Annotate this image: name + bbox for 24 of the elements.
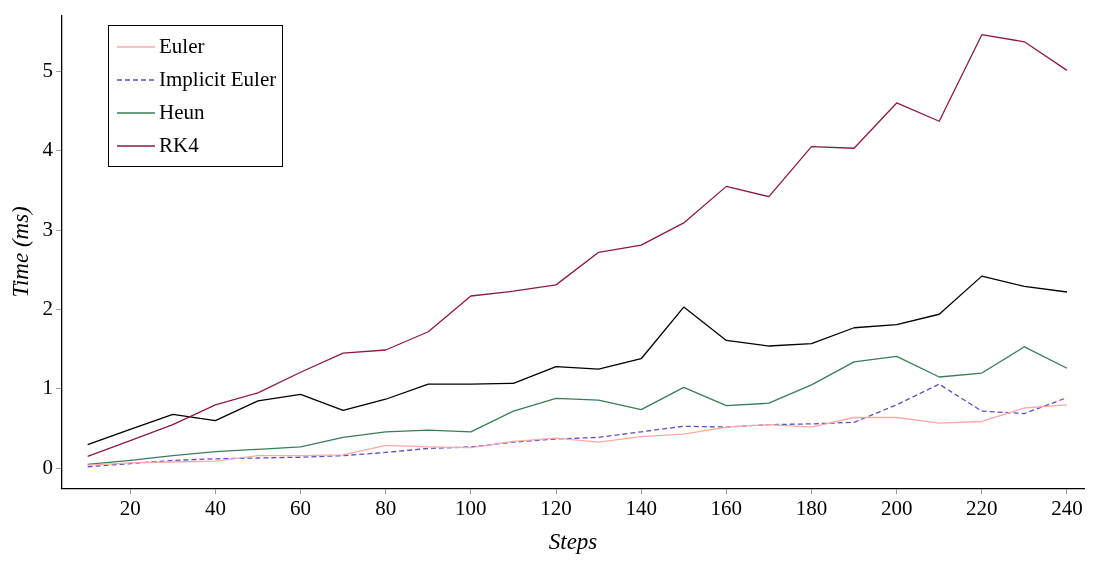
y-tick-label: 3 — [42, 216, 54, 241]
x-tick-label: 180 — [795, 496, 828, 521]
x-tick-label: 120 — [540, 496, 572, 521]
x-tick-label: 100 — [455, 496, 487, 521]
legend-label: Heun — [159, 100, 205, 125]
y-axis-title: Time (ms) — [7, 206, 33, 298]
x-tick-label: 140 — [625, 496, 657, 521]
x-tick-label: 20 — [119, 496, 141, 521]
x-tick-label: 200 — [880, 496, 913, 521]
y-tick-label: 5 — [42, 57, 54, 82]
y-tick-label: 4 — [42, 137, 54, 162]
x-tick-label: 240 — [1051, 496, 1083, 521]
y-tick-label: 0 — [42, 454, 54, 479]
x-tick-label: 220 — [966, 496, 998, 521]
y-tick-label: 2 — [42, 296, 54, 320]
x-tick-label: 40 — [204, 496, 226, 521]
legend-label: Euler — [159, 34, 205, 59]
y-tick-label: 1 — [42, 375, 54, 400]
legend-label: Implicit Euler — [159, 67, 277, 92]
x-axis-title: Steps — [548, 529, 598, 555]
x-tick-label: 80 — [375, 496, 397, 521]
legend-label: RK4 — [159, 133, 199, 158]
x-tick-label: 60 — [290, 496, 312, 521]
x-tick-label: 160 — [710, 496, 743, 521]
